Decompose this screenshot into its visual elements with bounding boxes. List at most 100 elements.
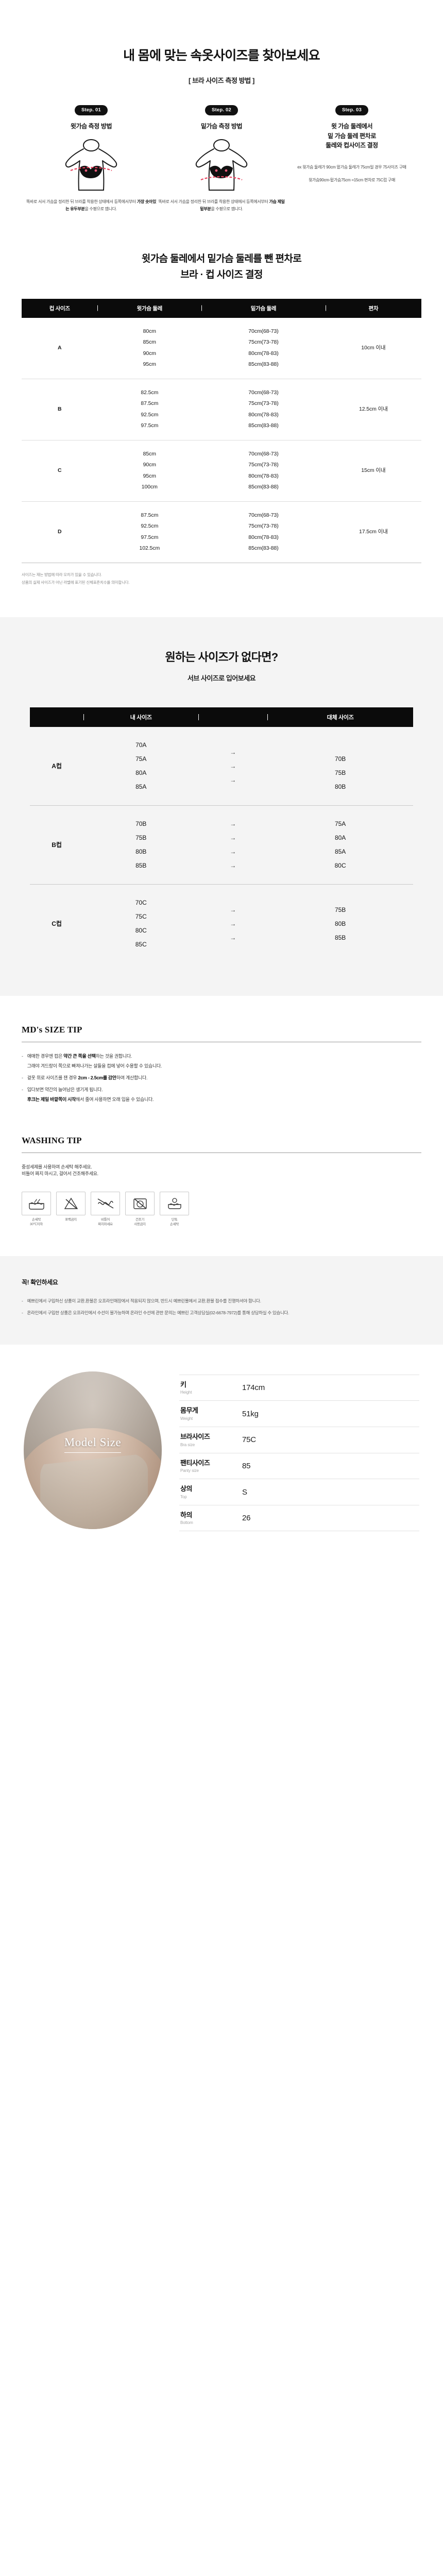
wash-symbol-caption: 손세탁 30℃이하: [30, 1218, 43, 1227]
list-item: - 겉옷 위로 사이즈를 잰 경우 2cm - 2.5cm를 감안하여 계산합니…: [22, 1073, 421, 1083]
model-row-panty-size: 팬티사이즈 Panty size 85: [179, 1453, 419, 1480]
alt-mine-a: 70A 75A 80A 85A: [83, 727, 199, 806]
no-bleach-icon: [56, 1192, 86, 1216]
model-photo-shade-layer: [24, 1371, 162, 1529]
step3-example: ex 윗가슴 둘레가 90cm 밑가슴 둘레가 75cm일 경우 75사이즈 구…: [287, 164, 417, 184]
underbust-values-c: 70cm(68-73) 75cm(73-78) 80cm(78-83) 85cm…: [201, 440, 326, 502]
no-wring-icon: [91, 1192, 120, 1216]
size-table-head: 컵 사이즈 윗가슴 둘레 밑가슴 둘레 편차: [22, 298, 421, 318]
size-col-topbust: 윗가슴 둘레: [97, 298, 202, 318]
step2-desc-line3: 등쪽에서부터 가슴 제일: [246, 199, 285, 204]
step3-ex-label: ex: [297, 164, 302, 170]
measurement-steps: Step. 01 윗가슴 측정 방법 똑바로 서서 가슴을 정리한 뒤 브라를 …: [0, 85, 443, 213]
table-row: A컵 70A 75A 80A 85A → → →: [30, 727, 413, 806]
size-col-cup: 컵 사이즈: [22, 298, 98, 318]
alt-arrows-b: → → → →: [198, 805, 268, 885]
arrow-icon: →: [230, 906, 236, 913]
md-tip-1-line2: 그래야 겨드랑이 쪽으로 빠져나가는 살들을 컵에 넣어 수용할 수 있습니다.: [27, 1063, 162, 1069]
model-key-bra-size: 브라사이즈 Bra size: [180, 1433, 210, 1447]
wash-symbol-separate-wash: 단독 손세탁: [160, 1192, 189, 1227]
washing-tip-heading: WASHING TIP: [22, 1135, 82, 1145]
notice-2-line1: 온라인에서 구입한 상품은 오프라인에서 수선이 불가능하며 온라인 수선에 관…: [27, 1310, 164, 1316]
step2-desc-line1: 똑바로 서서 가슴을 정리한 뒤: [158, 199, 206, 204]
arrow-icon: →: [230, 762, 236, 770]
topbust-values-c: 85cm 90cm 95cm 100cm: [97, 440, 202, 502]
step3-ex-line1: 윗가슴 둘레가 90cm: [302, 164, 336, 170]
model-value-height: 174cm: [242, 1383, 265, 1393]
model-photo-garment-layer: [40, 1453, 148, 1529]
step3-heading-line2: 밑 가슴 둘레 편차로: [328, 132, 376, 140]
list-item: - 예쁘린에서 구입하신 상품이 교환,환불은 오프라인매장에서 적용되지 않으…: [22, 1297, 421, 1306]
model-size-section: Model Size 키 Height 174cm 몸무게 Weight 51k…: [0, 1345, 443, 1563]
notice-section: 꼭! 확인하세요 - 예쁘린에서 구입하신 상품이 교환,환불은 오프라인매장에…: [0, 1256, 443, 1345]
alt-mine-c: 70C 75C 80C 85C: [135, 899, 147, 948]
model-key-bottom: 하의 Bottom: [180, 1511, 193, 1526]
model-value-bra-size: 75C: [242, 1435, 256, 1445]
step-card-1: Step. 01 윗가슴 측정 방법 똑바로 서서 가슴을 정리한 뒤 브라를 …: [26, 105, 157, 213]
model-row-height: 키 Height 174cm: [179, 1374, 419, 1401]
size-note-line1: 사이즈는 재는 방법에 따라 오차가 있을 수 있습니다.: [22, 572, 102, 577]
step3-ex-line2: 밑가슴 둘레가 75cm일 경우: [336, 164, 382, 170]
size-col-underbust: 밑가슴 둘레: [201, 298, 326, 318]
alt-table-head: 내 사이즈 대체 사이즈: [30, 707, 413, 727]
size-table-wrap: 컵 사이즈 윗가슴 둘레 밑가슴 둘레 편차 A 80cm 85cm 90cm …: [0, 283, 443, 563]
step-heading-2: 밑가슴 측정 방법: [200, 123, 243, 130]
arrow-icon: →: [230, 834, 236, 842]
step3-ex-line5: =15cm 편차로 75C컵 구매: [351, 177, 396, 182]
step-illustration-2: [157, 139, 287, 192]
step-description-2: 똑바로 서서 가슴을 정리한 뒤 브라를 착용한 상태에서 등쪽에서부터 가슴 …: [157, 198, 287, 214]
bullet-dash: -: [22, 1298, 23, 1303]
arrow-icon: →: [230, 848, 236, 856]
washing-tip-line-1: 중성세제를 사용하여 손세탁 해주세요.: [22, 1164, 92, 1170]
step-badge-1: Step. 01: [74, 105, 108, 115]
md-tip-2-line1: 겉옷 위로 사이즈를 잰 경우 2cm - 2.5cm를 감안하여 계산합니다.: [27, 1075, 148, 1080]
wash-symbol-caption: 표백금지: [65, 1218, 77, 1222]
size-title-line2: 브라 · 컵 사이즈 결정: [180, 269, 263, 280]
alt-arrows-a: → → →: [198, 727, 268, 806]
cup-label-a: A: [22, 317, 98, 379]
step-description-1: 똑바로 서서 가슴을 정리한 뒤 브라를 착용한 상태에서 등쪽에서부터 가장 …: [26, 198, 157, 214]
size-table-body: A 80cm 85cm 90cm 95cm 70cm(68-73) 75cm(7…: [22, 317, 421, 563]
step2-desc-line4: 밑부분을 수평으로 잽니다.: [200, 207, 243, 212]
bullet-dash: -: [22, 1075, 23, 1080]
step1-desc-line4: 유두부분을 수평으로 잽니다.: [70, 207, 117, 212]
step1-desc-line3: 등쪽에서부터 가장 솟아있는: [65, 199, 157, 212]
topbust-values-a: 80cm 85cm 90cm 95cm: [97, 317, 202, 379]
arrow-icon: →: [230, 776, 236, 784]
model-photo: Model Size: [24, 1371, 162, 1529]
wash-symbol-caption: 단독 손세탁: [169, 1218, 179, 1227]
list-item: - 애매한 경우엔 컵은 약간 큰 쪽을 선택하는 것을 권합니다. 그래야 겨…: [22, 1052, 421, 1071]
step2-desc-line2: 브라를 착용한 상태에서: [207, 199, 246, 204]
md-tip-1-line1: 애매한 경우엔 컵은 약간 큰 쪽을 선택하는 것을 권합니다.: [27, 1054, 132, 1059]
arrow-icon: →: [230, 748, 236, 756]
notice-heading: 꼭! 확인하세요: [22, 1278, 58, 1286]
step1-desc-line1: 똑바로 서서 가슴을 정리한 뒤: [26, 199, 74, 204]
alt-table-wrap: 내 사이즈 대체 사이즈 A컵 70A 75A 80A 85A: [0, 683, 443, 963]
alt-mine-b: 70B 75B 80B 85B: [83, 805, 199, 885]
hero-section: 내 몸에 맞는 속옷사이즈를 찾아보세요 [ 브라 사이즈 측정 방법 ]: [0, 0, 443, 85]
alt-group-label-c: C컵: [52, 920, 62, 927]
bullet-dash: -: [22, 1087, 23, 1092]
table-row: D 87.5cm 92.5cm 97.5cm 102.5cm 70cm(68-7…: [22, 501, 421, 563]
washing-tip-section: WASHING TIP 중성세제를 사용하여 손세탁 해주세요. 비틀어 짜지 …: [0, 1107, 443, 1227]
step-badge-2: Step. 02: [205, 105, 238, 115]
page-title: 내 몸에 맞는 속옷사이즈를 찾아보세요: [123, 48, 320, 63]
model-key-weight: 몸무게 Weight: [180, 1406, 198, 1421]
wash-symbol-hand-wash: 손세탁 30℃이하: [22, 1192, 51, 1227]
wash-symbol-caption: 비틀어 짜지마세요: [98, 1218, 113, 1227]
table-row: A 80cm 85cm 90cm 95cm 70cm(68-73) 75cm(7…: [22, 317, 421, 379]
alt-col-arrow: [198, 707, 268, 727]
alt-arrows-c: → → →: [198, 885, 267, 963]
model-key-height: 키 Height: [180, 1380, 192, 1395]
alt-section-subtitle: 서브 사이즈로 입어보세요: [187, 674, 256, 683]
notice-item-1: 예쁘린에서 구입하신 상품이 교환,환불은 오프라인매장에서 적용되지 않으며,…: [27, 1297, 261, 1306]
topbust-values-d: 87.5cm 92.5cm 97.5cm 102.5cm: [97, 501, 202, 563]
step3-ex-line4: 윗가슴90cm-밑가슴75cm: [308, 177, 351, 182]
underbust-values-b: 70cm(68-73) 75cm(73-78) 80cm(78-83) 85cm…: [201, 379, 326, 440]
md-tip-item-3: 입다보면 약간의 늘어남은 생기게 됩니다. 후크는 제일 바깥쪽이 시작해서 …: [27, 1085, 154, 1105]
topbust-values-b: 82.5cm 87.5cm 92.5cm 97.5cm: [97, 379, 202, 440]
washing-tip-body: 중성세제를 사용하여 손세탁 해주세요. 비틀어 짜지 마시고, 걸어서 건조해…: [22, 1162, 421, 1179]
model-row-top: 상의 Top S: [179, 1479, 419, 1505]
diff-value-a: 10cm 이내: [325, 317, 421, 379]
list-item: - 입다보면 약간의 늘어남은 생기게 됩니다. 후크는 제일 바깥쪽이 시작해…: [22, 1085, 421, 1105]
